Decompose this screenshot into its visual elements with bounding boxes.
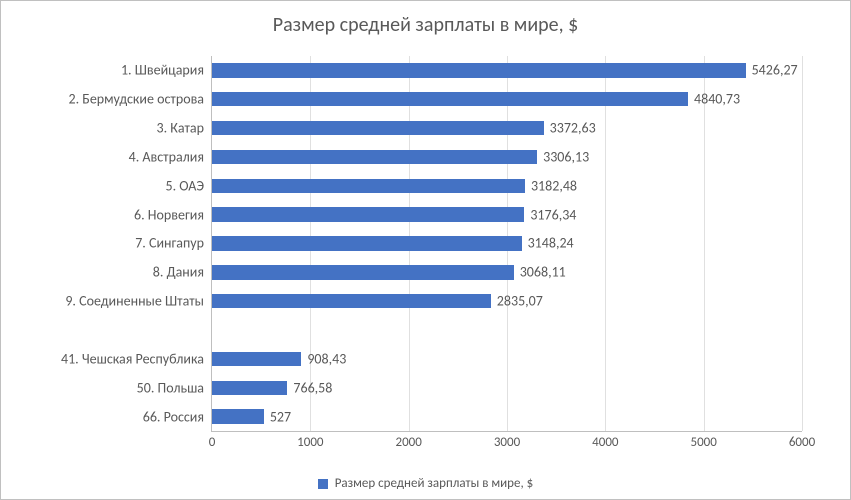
y-category-label: 4. Австралия bbox=[129, 148, 212, 165]
bar: 5426,27 bbox=[212, 63, 746, 77]
bar-value-label: 3068,11 bbox=[514, 264, 566, 281]
x-tick-label: 0 bbox=[209, 435, 216, 450]
bar: 3176,34 bbox=[212, 207, 524, 221]
gridline bbox=[802, 56, 803, 431]
legend: Размер средней зарплаты в мире, $ bbox=[1, 476, 850, 491]
bar-value-label: 527 bbox=[264, 408, 291, 425]
bar: 527 bbox=[212, 409, 264, 423]
y-category-label: 1. Швейцария bbox=[121, 62, 212, 79]
legend-label: Размер средней зарплаты в мире, $ bbox=[335, 476, 534, 491]
bar: 908,43 bbox=[212, 352, 301, 366]
y-category-label: 3. Катар bbox=[157, 120, 213, 137]
y-category-label: 6. Норвегия bbox=[134, 206, 212, 223]
y-category-label: 8. Дания bbox=[153, 264, 212, 281]
y-category-label: 5. ОАЭ bbox=[166, 177, 212, 194]
bar-value-label: 766,58 bbox=[287, 379, 332, 396]
bar-value-label: 4840,73 bbox=[688, 91, 740, 108]
y-category-label: 7. Сингапур bbox=[135, 235, 212, 252]
y-category-label: 66. Россия bbox=[143, 408, 212, 425]
chart-title: Размер средней зарплаты в мире, $ bbox=[1, 1, 850, 37]
x-tick-label: 2000 bbox=[395, 435, 421, 450]
bar: 3068,11 bbox=[212, 265, 514, 279]
bar-value-label: 3306,13 bbox=[537, 148, 589, 165]
x-tick-label: 4000 bbox=[592, 435, 618, 450]
x-tick-label: 6000 bbox=[789, 435, 815, 450]
plot-area: 01000200030004000500060001. Швейцария542… bbox=[211, 56, 802, 432]
bar: 3372,63 bbox=[212, 121, 544, 135]
bar-value-label: 2835,07 bbox=[491, 293, 543, 310]
legend-swatch bbox=[318, 479, 328, 489]
bar: 3182,48 bbox=[212, 179, 525, 193]
bar-value-label: 3372,63 bbox=[544, 120, 596, 137]
y-category-label: 50. Польша bbox=[137, 379, 212, 396]
bar-value-label: 908,43 bbox=[301, 350, 346, 367]
bar: 3306,13 bbox=[212, 150, 537, 164]
gridline bbox=[704, 56, 705, 431]
x-tick-label: 5000 bbox=[690, 435, 716, 450]
gridline bbox=[605, 56, 606, 431]
bar-value-label: 5426,27 bbox=[746, 62, 798, 79]
bar: 3148,24 bbox=[212, 236, 522, 250]
bar-value-label: 3182,48 bbox=[525, 177, 577, 194]
y-category-label: 41. Чешская Республика bbox=[61, 350, 212, 367]
bar: 4840,73 bbox=[212, 92, 688, 106]
bar: 2835,07 bbox=[212, 294, 491, 308]
chart-frame: Размер средней зарплаты в мире, $ 010002… bbox=[0, 0, 851, 500]
bar-value-label: 3176,34 bbox=[524, 206, 576, 223]
bar: 766,58 bbox=[212, 381, 287, 395]
y-category-label: 2. Бермудские острова bbox=[69, 91, 213, 108]
x-tick-label: 3000 bbox=[494, 435, 520, 450]
x-tick-label: 1000 bbox=[297, 435, 323, 450]
bar-value-label: 3148,24 bbox=[522, 235, 574, 252]
y-category-label: 9. Соединенные Штаты bbox=[65, 293, 212, 310]
